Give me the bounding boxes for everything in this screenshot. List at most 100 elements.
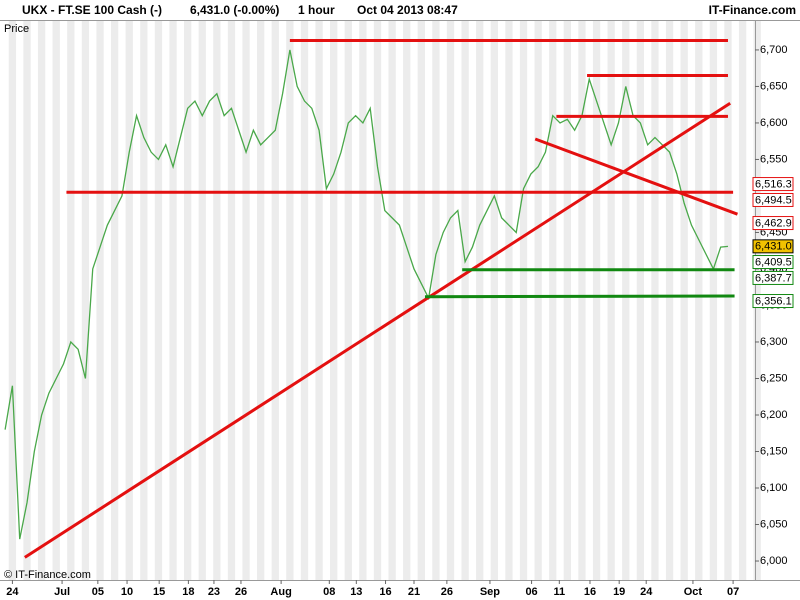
trend-line — [24, 101, 731, 559]
stripe — [140, 20, 148, 580]
quote: 6,431.0 (-0.00%) — [190, 3, 279, 17]
stripe — [724, 20, 732, 580]
stripe — [490, 20, 498, 580]
stripe — [110, 20, 119, 580]
level-box — [752, 239, 794, 254]
x-tick-label: 18 — [182, 586, 194, 598]
stripe — [198, 20, 206, 580]
copyright: © IT-Finance.com — [4, 569, 91, 581]
price-line — [4, 49, 729, 540]
stripe — [738, 20, 747, 580]
level-label: 6,462.9 — [755, 217, 792, 229]
stripe — [709, 20, 718, 580]
stripe — [446, 20, 455, 580]
x-tick-label: 26 — [441, 586, 453, 598]
stripe — [622, 20, 630, 580]
stripe — [169, 20, 177, 580]
stripe — [242, 20, 250, 580]
stripe — [432, 20, 440, 580]
brand: IT-Finance.com — [709, 3, 796, 17]
stripe — [213, 20, 221, 580]
stripe — [476, 20, 484, 580]
x-tick-label: Sep — [480, 586, 500, 598]
y-label: Price — [4, 23, 29, 35]
stripe — [257, 20, 265, 580]
stripe — [330, 20, 338, 580]
stripe — [549, 20, 557, 580]
level-box — [752, 255, 794, 270]
level-label: 6,387.7 — [755, 272, 792, 284]
stripe — [636, 20, 645, 580]
x-tick-label: 06 — [525, 586, 537, 598]
y-tick-label: 6,300 — [760, 336, 788, 348]
stripe — [417, 20, 425, 580]
x-tick-label: Aug — [270, 586, 291, 598]
stripe — [37, 20, 46, 580]
x-tick-label: 10 — [121, 586, 133, 598]
stripe — [154, 20, 163, 580]
stripe — [607, 20, 615, 580]
x-tick-label: 08 — [323, 586, 335, 598]
stripe — [8, 20, 17, 580]
stripe — [125, 20, 133, 580]
stripe — [403, 20, 411, 580]
x-tick-label: 16 — [379, 586, 391, 598]
y-tick-label: 6,250 — [760, 372, 788, 384]
y-tick-label: 6,550 — [760, 153, 788, 165]
x-tick-label: 11 — [553, 586, 565, 598]
level-label: 6,431.0 — [755, 241, 792, 253]
stripe — [578, 20, 586, 580]
y-tick-label: 6,650 — [760, 80, 788, 92]
x-tick-label: 16 — [584, 586, 596, 598]
stripe — [373, 20, 382, 580]
stripe — [519, 20, 528, 580]
stripe — [286, 20, 294, 580]
x-tick-label: 13 — [350, 586, 362, 598]
level-box — [752, 192, 794, 207]
stripe — [344, 20, 352, 580]
stripe — [52, 20, 60, 580]
y-tick-label: 6,100 — [760, 482, 788, 494]
x-tick-label: 07 — [727, 586, 739, 598]
stripe — [315, 20, 323, 580]
level-label: 6,516.3 — [755, 178, 792, 190]
x-tick-label: 26 — [235, 586, 247, 598]
level-box — [752, 294, 794, 309]
y-tick-label: 6,050 — [760, 518, 788, 530]
stripe — [534, 20, 542, 580]
stripe — [680, 20, 688, 580]
stripe — [96, 20, 104, 580]
x-tick-label: 15 — [153, 586, 165, 598]
y-tick-label: 6,150 — [760, 445, 788, 457]
y-tick-label: 6,600 — [760, 117, 788, 129]
stripe — [81, 20, 90, 580]
x-tick-label: 05 — [92, 586, 104, 598]
symbol: UKX - FT.SE 100 Cash (-) — [22, 3, 162, 17]
x-tick-label: 24 — [640, 586, 653, 598]
x-tick-label: 19 — [613, 586, 625, 598]
stripe — [461, 20, 469, 580]
stripe — [505, 20, 513, 580]
stripe — [184, 20, 192, 580]
x-tick-label: 23 — [208, 586, 220, 598]
stripe — [23, 20, 31, 580]
stripe — [359, 20, 367, 580]
stripe — [563, 20, 571, 580]
trend-line — [534, 137, 738, 216]
timestamp: Oct 04 2013 08:47 — [357, 3, 458, 17]
x-tick-label: 21 — [408, 586, 420, 598]
x-tick-label: Jul — [54, 586, 70, 598]
stripe — [592, 20, 601, 580]
y-tick-label: 6,200 — [760, 409, 788, 421]
x-tick-label: 24 — [6, 586, 19, 598]
trend-line — [424, 294, 735, 299]
level-box — [752, 177, 794, 192]
level-label: 6,494.5 — [755, 194, 792, 206]
y-tick-label: 6,700 — [760, 44, 788, 56]
stripe — [388, 20, 396, 580]
stripe — [665, 20, 674, 580]
stripe — [227, 20, 236, 580]
level-label: 6,409.5 — [755, 256, 792, 268]
